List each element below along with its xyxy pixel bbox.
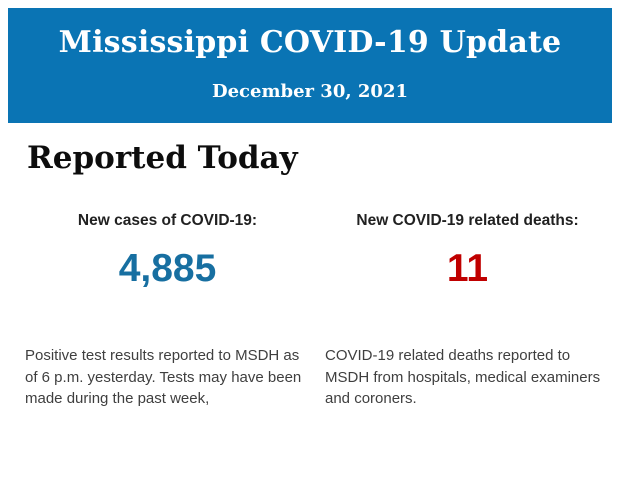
new-deaths-value: 11 — [446, 247, 489, 290]
banner-title: Mississippi COVID-19 Update — [58, 25, 562, 60]
new-cases-description: Positive test results reported to MSDH a… — [25, 347, 302, 407]
stat-card-new-cases: New cases of COVID-19: 4,885 Positive te… — [25, 212, 310, 410]
new-cases-label: New cases of COVID-19: — [77, 212, 258, 229]
page-title: Reported Today — [27, 140, 298, 176]
banner-date: December 30, 2021 — [212, 81, 408, 102]
stat-card-new-deaths: New COVID-19 related deaths: 11 COVID-19… — [325, 212, 610, 410]
header-banner: Mississippi COVID-19 Update December 30,… — [8, 8, 612, 123]
new-deaths-description: COVID-19 related deaths reported to MSDH… — [325, 347, 601, 407]
stats-row: New cases of COVID-19: 4,885 Positive te… — [25, 212, 612, 410]
new-deaths-label: New COVID-19 related deaths: — [356, 212, 579, 229]
new-cases-value: 4,885 — [118, 247, 217, 290]
